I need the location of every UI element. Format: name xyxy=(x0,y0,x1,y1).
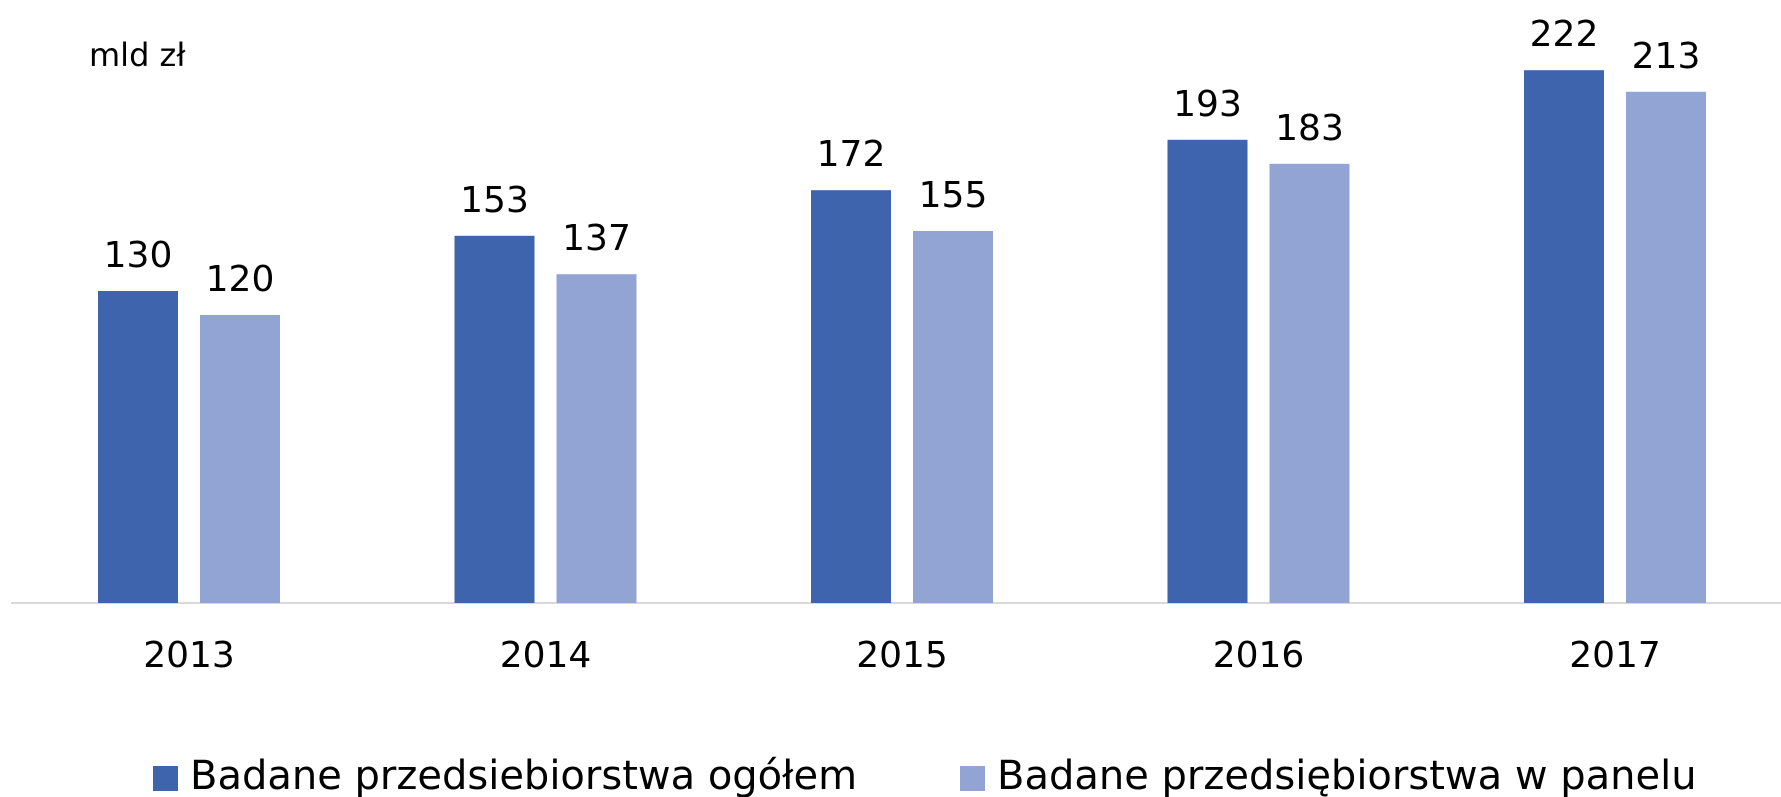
data-label: 130 xyxy=(104,235,173,276)
bar xyxy=(454,235,535,604)
bar xyxy=(1524,70,1604,603)
x-tick-label: 2017 xyxy=(1569,635,1661,676)
legend-label: Badane przedsiebiorstwa ogółem xyxy=(190,753,857,797)
bar xyxy=(913,231,993,603)
data-label: 213 xyxy=(1632,36,1701,77)
legend-label: Badane przedsiębiorstwa w panelu xyxy=(997,753,1697,797)
bar xyxy=(811,190,891,603)
bar xyxy=(200,315,280,603)
x-tick-label: 2015 xyxy=(856,635,948,676)
legend-swatch xyxy=(960,766,985,791)
bar xyxy=(1626,91,1706,604)
data-label: 222 xyxy=(1530,14,1599,55)
bar xyxy=(98,291,178,603)
data-label: 153 xyxy=(460,180,529,221)
x-tick-label: 2016 xyxy=(1213,635,1305,676)
x-tick-label: 2013 xyxy=(143,635,235,676)
data-label: 120 xyxy=(206,259,275,300)
unit-label: mld zł xyxy=(89,36,186,74)
data-label: 155 xyxy=(919,175,988,216)
bar xyxy=(1167,139,1248,604)
data-label: 137 xyxy=(562,218,631,259)
data-label: 172 xyxy=(817,134,886,175)
data-label: 193 xyxy=(1173,84,1242,125)
data-label: 183 xyxy=(1275,108,1344,149)
bar xyxy=(1269,163,1350,604)
x-tick-label: 2014 xyxy=(500,635,592,676)
legend-swatch xyxy=(153,766,178,791)
bar xyxy=(556,274,637,603)
